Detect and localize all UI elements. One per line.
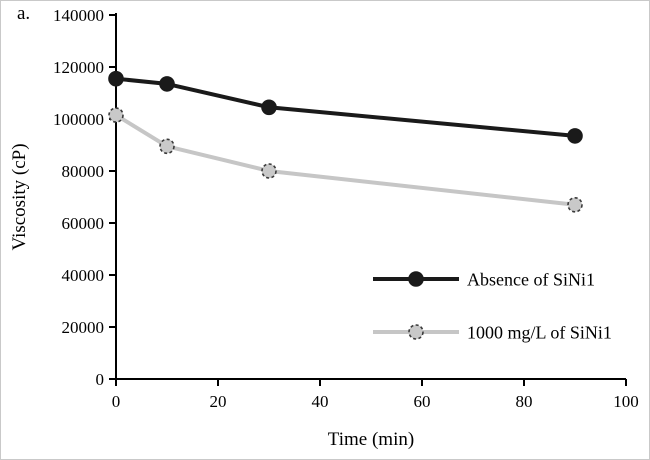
x-tick-label: 60 [414,392,431,411]
legend-entry-label: Absence of SiNi1 [467,269,595,289]
x-tick-label: 0 [112,392,121,411]
y-tick-label: 140000 [53,6,104,25]
series-marker-1 [159,138,175,155]
y-tick-label: 80000 [62,162,105,181]
y-tick-label: 40000 [62,266,105,285]
legend-entry-0: Absence of SiNi1 [373,269,595,289]
series-marker-0 [567,128,583,144]
y-tick-label: 60000 [62,214,105,233]
y-tick-label: 20000 [62,318,105,337]
y-tick-label: 100000 [53,110,104,129]
y-tick-label: 0 [96,370,105,389]
series-marker-1 [108,107,124,123]
series-line-1 [114,113,577,207]
legend-entry-label: 1000 mg/L of SiNi1 [467,322,612,342]
series-marker-1 [567,197,583,213]
x-tick-label: 20 [210,392,227,411]
y-axis-label: Viscosity (cP) [9,143,30,250]
series-line-0 [114,76,577,138]
series-marker-1 [261,163,277,179]
legend-entry-1: 1000 mg/L of SiNi1 [373,322,612,342]
series-marker-0 [108,70,124,87]
y-tick-label: 120000 [53,58,104,77]
series-marker-0 [261,99,277,116]
x-tick-label: 80 [516,392,533,411]
x-tick-label: 40 [312,392,329,411]
legend-marker-sample [408,271,424,287]
panel-label: a. [17,3,31,24]
x-tick-label: 100 [613,392,639,411]
series-marker-0 [159,76,175,92]
legend-marker-sample [408,324,424,340]
x-axis-label: Time (min) [328,429,414,450]
